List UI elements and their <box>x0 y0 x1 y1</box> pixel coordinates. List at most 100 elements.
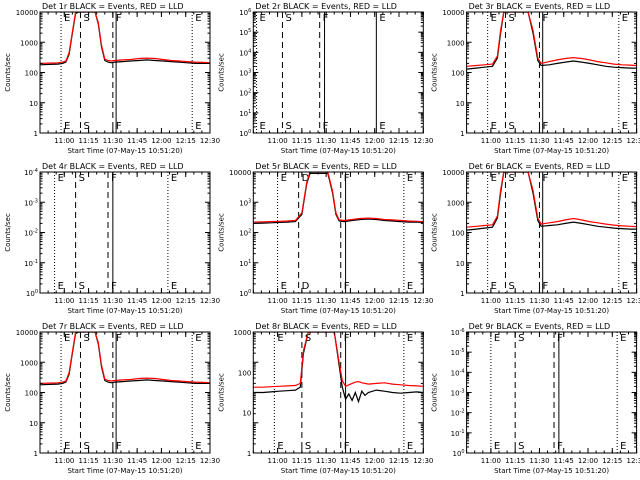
x-tick-label: 12:00 <box>151 457 171 465</box>
series-line-events <box>253 172 424 224</box>
x-tick-label: 12:00 <box>365 457 385 465</box>
y-tick-label: 1 <box>247 450 251 458</box>
y-tick-label: 10-2 <box>451 409 465 418</box>
marker-label: E <box>260 13 266 24</box>
marker-label: E <box>58 281 64 292</box>
panel-title: Det 4r BLACK = Events, RED = LLD <box>42 162 184 171</box>
marker-label: E <box>491 281 497 292</box>
x-tick-label: 12:30 <box>413 297 433 305</box>
marker-label: F <box>542 281 548 292</box>
marker-label: F <box>344 281 350 292</box>
series-line-lld <box>466 172 637 228</box>
marker-label: E <box>622 173 628 184</box>
x-tick-label: 12:15 <box>602 137 622 145</box>
marker-label: E <box>171 173 177 184</box>
y-tick-label: 100 <box>25 390 38 398</box>
x-tick-label: 11:45 <box>127 457 147 465</box>
marker-label: S <box>508 13 514 24</box>
y-tick-label: 100 <box>239 289 251 298</box>
marker-label: S <box>285 13 291 24</box>
marker-label: S <box>285 121 291 132</box>
x-tick-label: 11:30 <box>316 457 336 465</box>
x-tick-label: 11:00 <box>54 137 74 145</box>
panel-7: Det 7r BLACK = Events, RED = LLD E E S S F F E E… <box>4 322 220 475</box>
y-axis-label: Counts/sec <box>431 373 439 412</box>
panel-2: Det 2r BLACK = Events, RED = LLD E E S S F F E E… <box>217 2 433 155</box>
panel-title: Det 1r BLACK = Events, RED = LLD <box>42 2 184 11</box>
x-tick-label: 11:30 <box>103 457 123 465</box>
marker-label: E <box>58 173 64 184</box>
y-tick-label: 10000 <box>442 9 464 17</box>
x-tick-label: 11:15 <box>78 297 98 305</box>
y-tick-label: 104 <box>239 48 251 57</box>
y-tick-label: 103 <box>239 198 251 207</box>
y-axis-label: Counts/sec <box>4 53 12 92</box>
plot-frame <box>39 11 211 134</box>
panel-title: Det 5r BLACK = Events, RED = LLD <box>255 162 397 171</box>
marker-label: S <box>508 173 514 184</box>
y-tick-label: 1000 <box>20 39 38 47</box>
y-tick-label: 100 <box>451 70 464 78</box>
series-line-lld <box>40 332 210 384</box>
marker-label: F <box>111 173 117 184</box>
y-tick-label: 1 <box>34 450 38 458</box>
x-axis-label: Start Time (07-May-15 10:51:20) <box>67 147 182 155</box>
x-axis-label: Start Time (07-May-15 10:51:20) <box>281 147 396 155</box>
marker-label: S <box>518 333 524 344</box>
marker-label: F <box>344 441 350 452</box>
marker-label: E <box>195 441 201 452</box>
x-tick-label: 12:15 <box>176 137 196 145</box>
x-tick-label: 12:15 <box>389 297 409 305</box>
x-tick-label: 12:00 <box>578 297 598 305</box>
x-tick-label: 12:30 <box>413 457 433 465</box>
marker-label: E <box>407 173 413 184</box>
x-tick-label: 12:00 <box>151 297 171 305</box>
x-tick-label: 11:45 <box>340 137 360 145</box>
y-tick-label: 10 <box>29 420 38 428</box>
marker-label: F <box>542 173 548 184</box>
marker-label: E <box>407 333 413 344</box>
x-tick-label: 11:00 <box>267 297 287 305</box>
marker-label: F <box>116 121 122 132</box>
marker-label: E <box>494 441 500 452</box>
panel-4: Det 4r BLACK = Events, RED = LLD E E S S F F E E… <box>4 162 220 315</box>
y-tick-label: 10 <box>242 410 251 418</box>
y-tick-label: 10000 <box>16 9 38 17</box>
x-axis-label: Start Time (07-May-15 10:51:20) <box>67 467 182 475</box>
marker-label: E <box>622 281 628 292</box>
y-tick-label: 106 <box>239 8 251 17</box>
marker-label: F <box>323 13 329 24</box>
y-tick-label: 1000 <box>447 199 465 207</box>
y-tick-label: 10-3 <box>24 198 38 207</box>
marker-label: D <box>302 281 310 292</box>
x-tick-label: 11:15 <box>292 457 312 465</box>
x-tick-label: 11:15 <box>505 457 525 465</box>
marker-label: E <box>491 173 497 184</box>
y-tick-label: 10-3 <box>451 389 465 398</box>
x-tick-label: 11:45 <box>554 137 574 145</box>
marker-label: E <box>620 333 626 344</box>
y-tick-label: 10000 <box>16 329 38 337</box>
x-tick-label: 11:45 <box>554 297 574 305</box>
y-axis-label: Counts/sec <box>217 373 225 412</box>
plot-frame <box>39 171 211 294</box>
marker-label: E <box>379 13 385 24</box>
plot-frame <box>252 171 424 294</box>
panel-1: Det 1r BLACK = Events, RED = LLD E E S S F F E E… <box>4 2 220 155</box>
marker-label: E <box>64 121 70 132</box>
x-tick-label: 11:15 <box>505 297 525 305</box>
x-tick-label: 11:30 <box>529 457 549 465</box>
x-tick-label: 11:00 <box>54 297 74 305</box>
panel-8: Det 8r BLACK = Events, RED = LLD E E S S F F E E… <box>217 322 433 475</box>
y-tick-label: 100 <box>451 230 464 238</box>
y-tick-label: 1000 <box>20 359 38 367</box>
x-tick-label: 12:15 <box>389 457 409 465</box>
series-line-lld <box>466 12 637 67</box>
y-tick-label: 100 <box>25 70 38 78</box>
x-tick-label: 11:00 <box>267 457 287 465</box>
x-tick-label: 11:15 <box>292 297 312 305</box>
marker-label: E <box>491 13 497 24</box>
x-tick-label: 12:00 <box>578 457 598 465</box>
x-tick-label: 11:30 <box>529 297 549 305</box>
